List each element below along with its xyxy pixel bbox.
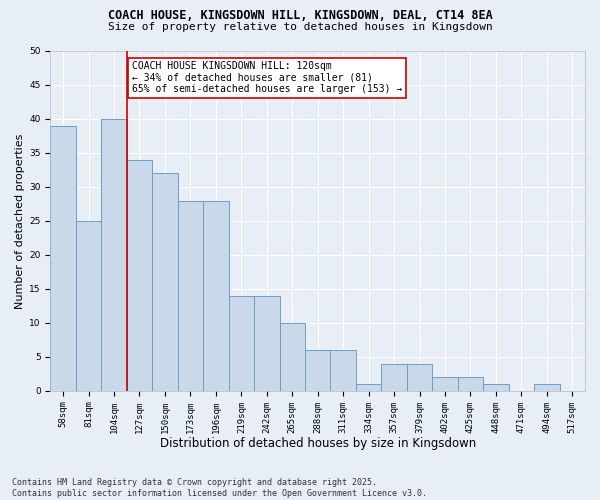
X-axis label: Distribution of detached houses by size in Kingsdown: Distribution of detached houses by size … — [160, 437, 476, 450]
Bar — [483, 384, 509, 391]
Text: Size of property relative to detached houses in Kingsdown: Size of property relative to detached ho… — [107, 22, 493, 32]
Bar — [305, 350, 331, 391]
Bar — [280, 323, 305, 391]
Bar — [178, 200, 203, 391]
Bar — [534, 384, 560, 391]
Text: COACH HOUSE, KINGSDOWN HILL, KINGSDOWN, DEAL, CT14 8EA: COACH HOUSE, KINGSDOWN HILL, KINGSDOWN, … — [107, 9, 493, 22]
Y-axis label: Number of detached properties: Number of detached properties — [15, 133, 25, 308]
Bar — [407, 364, 432, 391]
Bar — [101, 119, 127, 391]
Bar — [152, 174, 178, 391]
Bar — [331, 350, 356, 391]
Bar — [382, 364, 407, 391]
Bar — [229, 296, 254, 391]
Text: Contains HM Land Registry data © Crown copyright and database right 2025.
Contai: Contains HM Land Registry data © Crown c… — [12, 478, 427, 498]
Bar — [432, 378, 458, 391]
Bar — [356, 384, 382, 391]
Bar — [127, 160, 152, 391]
Bar — [50, 126, 76, 391]
Bar — [76, 221, 101, 391]
Bar — [458, 378, 483, 391]
Text: COACH HOUSE KINGSDOWN HILL: 120sqm
← 34% of detached houses are smaller (81)
65%: COACH HOUSE KINGSDOWN HILL: 120sqm ← 34%… — [132, 61, 402, 94]
Bar — [203, 200, 229, 391]
Bar — [254, 296, 280, 391]
